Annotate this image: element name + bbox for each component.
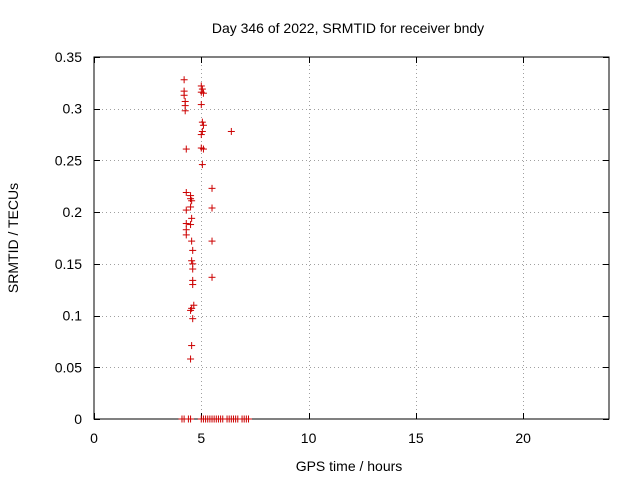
- data-point: [181, 107, 189, 115]
- data-point: [199, 89, 207, 97]
- data-point: [188, 257, 196, 265]
- x-tick-label: 0: [90, 430, 98, 446]
- data-point: [199, 145, 207, 153]
- x-tick-label: 10: [301, 430, 317, 446]
- x-tick-label: 5: [197, 430, 205, 446]
- data-point: [198, 161, 206, 169]
- data-point: [208, 273, 216, 281]
- data-point: [208, 204, 216, 212]
- data-point: [198, 85, 206, 93]
- y-tick-label: 0.2: [63, 204, 83, 220]
- y-tick-label: 0.25: [55, 152, 82, 168]
- data-point: [197, 82, 205, 90]
- data-point: [182, 220, 190, 228]
- data-point: [188, 214, 196, 222]
- data-point: [187, 203, 195, 211]
- data-point: [187, 355, 195, 363]
- y-tick-label: 0.05: [55, 359, 82, 375]
- data-point: [199, 121, 207, 129]
- plot-frame: [93, 56, 610, 420]
- axis-ticks: [94, 57, 609, 420]
- data-point: [208, 237, 216, 245]
- data-point: [187, 306, 195, 314]
- data-point: [197, 101, 205, 109]
- data-point: [227, 127, 235, 135]
- y-tick-label: 0.15: [55, 256, 82, 272]
- data-point: [187, 221, 195, 229]
- data-point: [189, 246, 197, 254]
- tick-labels: 0 5 10 15 20 0 0.05 0.1 0.15 0.2 0.25 0.3 0.35: [55, 49, 531, 446]
- data-point: [188, 237, 196, 245]
- data-point: [182, 231, 190, 239]
- data-point: [189, 315, 197, 323]
- x-axis-label: GPS time / hours: [296, 458, 403, 474]
- y-tick-label: 0.3: [63, 101, 83, 117]
- data-point: [180, 91, 188, 99]
- data-point: [189, 265, 197, 273]
- data-point: [182, 188, 190, 196]
- data-point: [182, 206, 190, 214]
- data-point: [189, 281, 197, 289]
- data-point: [245, 415, 252, 423]
- data-point: [198, 118, 206, 126]
- data-points: [178, 76, 252, 423]
- data-point: [187, 415, 195, 423]
- data-point: [197, 131, 205, 139]
- y-tick-label: 0.35: [55, 49, 82, 65]
- y-tick-label: 0.1: [63, 308, 83, 324]
- data-point: [188, 342, 196, 350]
- y-tick-label: 0: [74, 411, 82, 427]
- x-tick-label: 15: [408, 430, 424, 446]
- y-axis-label: SRMTID / TECUs: [5, 183, 21, 293]
- data-point: [208, 184, 216, 192]
- data-point: [198, 127, 206, 135]
- x-tick-label: 20: [515, 430, 531, 446]
- data-point: [188, 197, 196, 205]
- chart-title: Day 346 of 2022, SRMTID for receiver bnd…: [212, 20, 484, 36]
- grid-lines: [94, 57, 609, 419]
- data-point: [182, 145, 190, 153]
- data-point: [180, 76, 188, 84]
